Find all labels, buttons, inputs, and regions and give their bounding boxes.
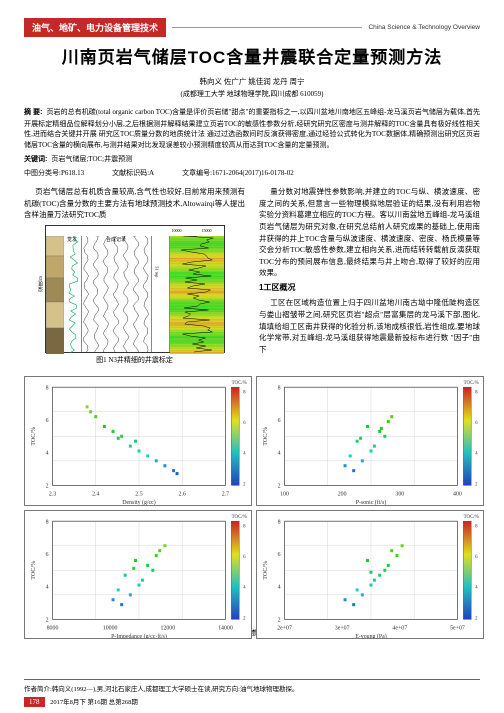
svg-text:2e+07: 2e+07 <box>277 625 292 631</box>
svg-text:4: 4 <box>475 451 478 456</box>
svg-text:4: 4 <box>278 584 281 590</box>
left-p1: 页岩气储层总有机质含量较高,含气性也较好,目前常用来预测有机碳(TOC)含量分数… <box>24 186 245 221</box>
header-rule <box>172 27 362 28</box>
abstract: 摘 要:页岩的总有机碳(total organic carbon TOC)含量是… <box>24 107 480 150</box>
svg-text:5e+07: 5e+07 <box>450 625 465 631</box>
abstract-label: 摘 要: <box>24 109 42 116</box>
svg-text:4: 4 <box>243 585 246 590</box>
svg-text:6: 6 <box>46 551 49 557</box>
svg-text:TOC/%: TOC/% <box>263 560 269 579</box>
author-bio: 作者简介:韩向义(1992—),男,河北石家庄人,成都理工大学硕士在读,研究方向… <box>24 683 480 693</box>
authors: 韩向义 佐广广 姚佳润 龙丹 周宁 <box>24 76 480 87</box>
svg-text:4: 4 <box>46 450 49 456</box>
svg-text:E-young (Pa): E-young (Pa) <box>355 632 387 638</box>
keywords-label: 关键词: <box>24 156 47 163</box>
svg-text:Density (g/cc): Density (g/cc) <box>122 498 155 504</box>
svg-text:2.4: 2.4 <box>92 491 99 497</box>
svg-text:2.7: 2.7 <box>222 491 229 497</box>
left-column: 页岩气储层总有机质含量较高,含气性也较好,目前常用来预测有机碳(TOC)含量分数… <box>24 186 245 370</box>
svg-text:6: 6 <box>278 551 281 557</box>
figure-2: 2.3 2.4 2.5 2.6 2.7 2 4 6 8 Density (g/cc) TOC/% 2 4… <box>24 376 480 638</box>
svg-text:TOC/%: TOC/% <box>232 515 247 520</box>
clc-code: 中图分类号:P618.13 <box>24 168 84 178</box>
svg-text:2: 2 <box>243 482 246 487</box>
svg-text:TOC/%: TOC/% <box>464 515 479 520</box>
svg-text:8: 8 <box>46 519 49 525</box>
svg-text:4: 4 <box>243 451 246 456</box>
svg-text:TOC/%: TOC/% <box>31 560 37 579</box>
svg-text:2: 2 <box>46 483 49 489</box>
svg-text:400: 400 <box>453 491 462 497</box>
svg-text:6: 6 <box>475 421 478 426</box>
svg-text:8: 8 <box>278 519 281 525</box>
article-title: 川南页岩气储层TOC含量井震联合定量预测方法 <box>24 43 480 68</box>
svg-text:6: 6 <box>46 418 49 424</box>
svg-text:10000: 10000 <box>103 625 118 631</box>
svg-text:300: 300 <box>395 491 404 497</box>
abstract-text: 页岩的总有机碳(total organic carbon TOC)含量是评价页岩… <box>24 108 480 149</box>
svg-text:4: 4 <box>475 585 478 590</box>
svg-text:6: 6 <box>278 418 281 424</box>
svg-text:TOC/%: TOC/% <box>263 427 269 446</box>
svg-text:12000: 12000 <box>160 625 175 631</box>
svg-text:8: 8 <box>243 524 246 529</box>
svg-text:8000: 8000 <box>47 625 59 631</box>
issue-info: 2017年8月下 第16期 总第268期 <box>50 699 138 706</box>
svg-text:2.6: 2.6 <box>179 491 186 497</box>
affiliation: (成都理工大学 地球物理学院,四川成都 610059) <box>24 89 480 99</box>
keywords-text: 页岩气储层;TOC;井震预测 <box>51 155 132 163</box>
page-number: 178 <box>24 697 45 707</box>
svg-text:2: 2 <box>243 616 246 621</box>
svg-text:200: 200 <box>338 491 347 497</box>
svg-text:TOC/%: TOC/% <box>232 381 247 386</box>
section-1-heading: 1工区概况 <box>259 282 480 294</box>
article-number: 文章编号:1671-2064(2017)16-0178-02 <box>182 168 294 178</box>
svg-text:3e+07: 3e+07 <box>335 625 350 631</box>
svg-text:6: 6 <box>243 555 246 560</box>
svg-text:6: 6 <box>243 421 246 426</box>
svg-text:2.5: 2.5 <box>135 491 142 497</box>
svg-text:P-sonic (ft/s): P-sonic (ft/s) <box>356 498 387 504</box>
right-p1: 量分数对地震弹性参数影响,并建立的TOC与纵、横波速度、密度之间的关系,但意言一… <box>259 186 480 279</box>
classification-row: 中图分类号:P618.13 文献标识码:A 文章编号:1671-2064(201… <box>24 168 480 178</box>
svg-text:2: 2 <box>278 483 281 489</box>
svg-text:2: 2 <box>46 617 49 623</box>
doc-code: 文献标识码:A <box>112 168 154 178</box>
svg-text:P-Impedance (g/cc·ft/s): P-Impedance (g/cc·ft/s) <box>111 632 167 638</box>
svg-text:8: 8 <box>475 390 478 395</box>
svg-text:8: 8 <box>475 524 478 529</box>
right-column: 量分数对地震弹性参数影响,并建立的TOC与纵、横波速度、密度之间的关系,但意言一… <box>259 186 480 370</box>
journal-name-en: China Science & Technology Overview <box>368 24 480 31</box>
svg-text:4: 4 <box>46 584 49 590</box>
svg-text:4: 4 <box>278 450 281 456</box>
keywords: 关键词: 页岩气储层;TOC;井震预测 <box>24 154 480 164</box>
svg-text:8: 8 <box>243 390 246 395</box>
svg-text:2: 2 <box>475 482 478 487</box>
svg-text:14000: 14000 <box>218 625 233 631</box>
page-footer: 作者简介:韩向义(1992—),男,河北石家庄人,成都理工大学硕士在读,研究方向… <box>24 679 480 707</box>
svg-text:8: 8 <box>46 385 49 391</box>
svg-text:2.3: 2.3 <box>49 491 56 497</box>
figure-1-caption: 图1 N3井精细的井震标定 <box>24 355 245 366</box>
svg-text:2: 2 <box>475 616 478 621</box>
svg-text:TOC/%: TOC/% <box>31 427 37 446</box>
svg-text:6: 6 <box>475 555 478 560</box>
svg-text:4e+07: 4e+07 <box>392 625 407 631</box>
right-p2: 工区在区域构造位置上归于四川盆地川南古坳中隆低陡构造区与娄山褶皱带之间,研究区页… <box>259 297 480 355</box>
svg-text:TOC/%: TOC/% <box>464 381 479 386</box>
svg-text:8: 8 <box>278 385 281 391</box>
figure-1: 地层觉发合成记录纵波阻抗28002900300031003200深度/m1000… <box>24 225 245 366</box>
category-badge: 油气、地矿、电力设备管理技术 <box>24 18 166 37</box>
svg-text:2: 2 <box>278 617 281 623</box>
svg-text:100: 100 <box>280 491 289 497</box>
